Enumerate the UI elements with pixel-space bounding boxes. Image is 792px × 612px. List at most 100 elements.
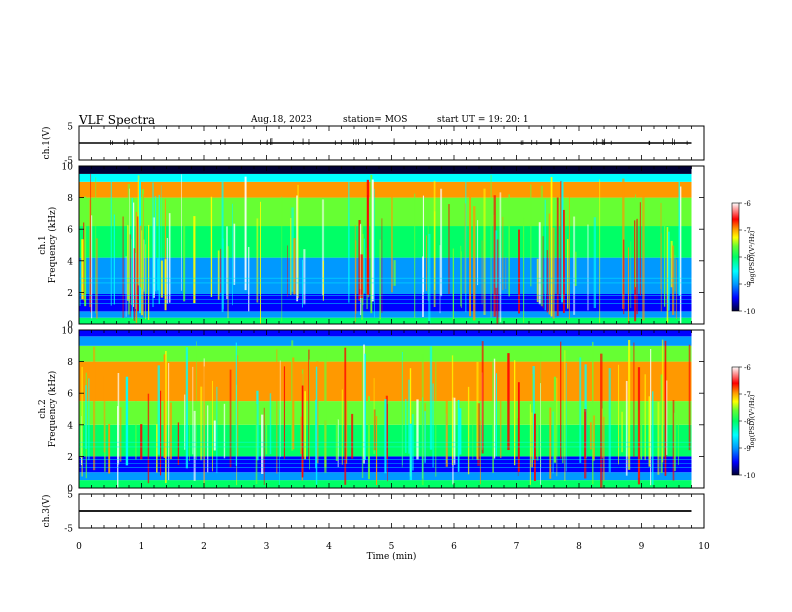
spectrogram-streak <box>584 411 586 460</box>
spectrogram-streak <box>532 366 535 460</box>
spectrogram-streak <box>560 180 562 298</box>
spectrogram-streak <box>287 245 289 297</box>
colorbar <box>731 202 740 312</box>
spectrogram-streak <box>425 235 427 291</box>
spectrogram-streak <box>532 374 534 463</box>
spectrogram-streak <box>344 347 347 485</box>
spectrogram-streak <box>460 245 462 307</box>
spectrogram-band <box>79 311 692 318</box>
spectrogram-streak <box>461 251 462 309</box>
spectrogram-streak <box>493 358 496 459</box>
spectrogram-streak <box>157 365 160 455</box>
spectrogram-streak <box>374 188 375 318</box>
spectrogram-streak <box>131 197 133 319</box>
spectrogram-streak <box>304 391 306 460</box>
spectrogram-streak <box>152 182 154 308</box>
spectrogram-streak <box>675 259 677 320</box>
spectrogram-streak <box>505 256 507 289</box>
spectrogram-streak <box>573 216 576 315</box>
spectrogram-streak <box>154 196 157 292</box>
spectrogram-streak <box>220 248 222 293</box>
spectrogram-streak <box>135 401 137 460</box>
spectrogram-streak <box>561 174 564 303</box>
spectrogram-streak <box>141 189 144 290</box>
spectrogram-streak <box>297 184 299 299</box>
spectrogram-streak <box>464 203 466 294</box>
spectrogram-streak <box>200 386 203 461</box>
spectrogram-streak <box>169 402 172 460</box>
spectrogram-streak <box>593 217 597 309</box>
spectrogram-band <box>79 173 692 182</box>
spectrogram-streak <box>345 387 348 464</box>
x-tick-label: 2 <box>201 542 207 552</box>
spectrogram-streak <box>517 382 520 472</box>
spectrogram-streak <box>291 340 294 451</box>
spectrogram-streak <box>495 373 497 457</box>
y-tick-label: 2 <box>67 289 73 299</box>
y-tick-label: -5 <box>64 525 73 535</box>
spectrogram-band <box>79 226 692 258</box>
spectrogram-streak <box>502 216 504 291</box>
spectrogram-streak <box>237 355 239 457</box>
spectrogram-streak <box>544 199 546 311</box>
spectrogram-streak <box>550 177 553 317</box>
spectrogram-streak <box>405 398 407 453</box>
spectrogram-streak <box>639 202 641 296</box>
spectrogram-streak <box>127 183 131 315</box>
spectrogram-streak <box>196 341 197 460</box>
y-axis-label: ch.1(V) <box>41 127 52 160</box>
spectrogram-streak <box>650 348 652 486</box>
spectrogram-streak <box>164 259 167 311</box>
spectrogram-streak <box>568 187 570 320</box>
y-tick-label: 5 <box>67 491 73 501</box>
spectrogram-streak <box>546 250 548 313</box>
spectrogram-streak <box>384 399 387 474</box>
y-tick-label: 8 <box>67 358 73 368</box>
spectrogram-streak <box>666 226 669 323</box>
spectrogram-streak <box>244 176 247 291</box>
y-tick-label: 6 <box>67 226 73 236</box>
spectrogram-streak <box>363 344 365 464</box>
spectrogram-streak <box>522 217 525 323</box>
spectrogram-streak <box>495 230 498 288</box>
spectrogram-streak <box>508 194 510 297</box>
spectrogram-streak <box>256 390 259 461</box>
spectrogram-streak <box>567 239 569 309</box>
spectrogram-streak <box>467 386 470 475</box>
spectrogram-streak <box>561 400 564 464</box>
spectrogram-streak <box>279 409 280 486</box>
spectrogram-streak <box>83 222 85 301</box>
spectrogram-streak <box>166 237 168 304</box>
spectrogram-streak <box>499 379 502 459</box>
spectrogram-streak <box>564 350 566 481</box>
x-tick-label: 1 <box>139 542 145 552</box>
spectrogram-streak <box>158 194 160 305</box>
spectrogram-streak <box>401 360 403 468</box>
spectrogram-streak <box>160 260 163 298</box>
spectrogram-streak <box>293 238 296 295</box>
spectrogram-streak <box>536 411 539 461</box>
spectrogram-band <box>79 480 692 488</box>
spectrogram-streak <box>261 414 264 474</box>
spectrogram-streak <box>549 407 552 479</box>
spectrogram-streak <box>213 420 216 451</box>
spectrogram-streak <box>148 224 150 320</box>
spectrogram-streak <box>534 413 536 481</box>
spectrogram-streak <box>235 342 237 466</box>
spectrogram-streak <box>678 181 680 296</box>
colorbar <box>731 366 740 476</box>
spectrogram-streak <box>160 390 162 476</box>
spectrogram-streak <box>341 389 343 465</box>
spectrogram-streak <box>373 409 376 451</box>
spectrogram-streak <box>608 368 611 473</box>
spectrogram-streak <box>302 259 303 308</box>
spectrogram-streak <box>370 174 373 314</box>
spectrogram-streak <box>177 422 180 465</box>
spectrogram-streak <box>373 378 375 454</box>
spectrogram-streak <box>291 207 294 292</box>
spectrogram-streak <box>472 403 474 460</box>
spectrogram-streak <box>363 238 365 294</box>
spectrogram-streak <box>156 258 159 291</box>
spectrogram-streak <box>269 393 272 455</box>
spectrogram-streak <box>556 377 558 477</box>
